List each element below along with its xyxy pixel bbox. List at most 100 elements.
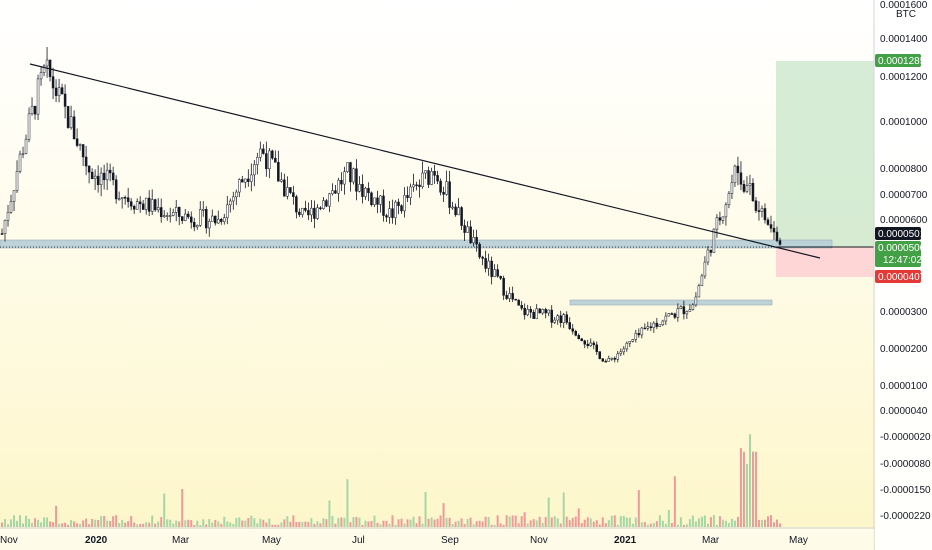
volume-bar <box>313 523 316 527</box>
candle-body <box>682 306 686 315</box>
vol-tick-2: -0.0000080 <box>880 459 931 470</box>
candle-body <box>367 188 370 194</box>
volume-bar <box>22 523 25 527</box>
candle-body <box>727 193 731 206</box>
candle-body <box>189 216 193 223</box>
candle-body <box>180 216 184 221</box>
volume-bar <box>757 519 760 527</box>
candle-body <box>706 249 710 263</box>
candle-body <box>229 200 232 206</box>
volume-bar <box>337 517 340 527</box>
candle-body <box>93 175 97 180</box>
candle-body <box>550 309 553 323</box>
volume-bar <box>427 518 430 527</box>
candle-body <box>676 308 680 318</box>
volume-bar <box>271 524 274 527</box>
profit-zone[interactable] <box>776 61 874 247</box>
candle-body <box>211 215 214 222</box>
volume-bar <box>34 518 37 527</box>
y-tick-7: 0.0000200 <box>880 344 928 355</box>
candle-body <box>165 215 169 217</box>
volume-bar <box>496 515 499 527</box>
volume-bar <box>646 524 649 527</box>
volume-bar <box>779 523 781 527</box>
volume-bar <box>103 515 106 527</box>
candle-body <box>105 169 109 181</box>
volume-bar <box>511 515 514 527</box>
volume-bar <box>379 524 382 527</box>
candle-body <box>457 207 460 216</box>
volume-bar <box>277 524 280 527</box>
candle-body <box>418 184 421 187</box>
candle-body <box>295 196 298 213</box>
candle-body <box>607 357 611 362</box>
candle-body <box>445 181 448 195</box>
volume-bar <box>523 512 526 527</box>
candle-body <box>205 209 208 229</box>
candle-body <box>634 333 638 340</box>
volume-bar <box>457 520 460 527</box>
candle-body <box>673 313 677 318</box>
volume-bar <box>25 515 28 527</box>
support-zone-lower[interactable] <box>569 299 773 306</box>
candle-body <box>409 186 412 198</box>
candle-body <box>481 256 484 259</box>
y-tick-5: 0.0000600 <box>880 215 928 226</box>
candle-body <box>616 353 620 360</box>
candle-body <box>505 295 508 299</box>
candle-body <box>135 201 139 210</box>
candle-body <box>352 168 355 183</box>
volume-bar <box>727 523 730 527</box>
volume-bar <box>547 497 550 527</box>
candle-body <box>69 116 73 128</box>
candle-body <box>442 191 445 195</box>
candle-body <box>328 193 331 207</box>
candle-body <box>177 207 181 217</box>
volume-bar <box>346 479 349 527</box>
candle-body <box>685 311 689 315</box>
volume-bar <box>430 517 433 527</box>
volume-bar <box>520 516 523 527</box>
volume-bar <box>469 517 472 527</box>
volume-bar <box>79 523 82 527</box>
candle-body <box>72 116 76 140</box>
volume-bar <box>214 520 217 527</box>
candle-body <box>334 190 337 194</box>
candle-body <box>66 106 70 128</box>
candle-body <box>232 196 235 202</box>
candle-body <box>475 236 478 245</box>
volume-bar <box>532 519 535 527</box>
volume-bar <box>124 522 127 527</box>
candle-body <box>316 207 319 219</box>
candle-body <box>772 228 776 233</box>
candle-body <box>298 211 301 215</box>
descending-trendline[interactable] <box>29 63 821 259</box>
candle-body <box>313 207 316 219</box>
candle-body <box>580 338 583 342</box>
volume-bar <box>52 522 55 527</box>
candle-body <box>700 275 704 287</box>
price-tag-entry: 0.0000500 12:47:02 <box>875 241 926 267</box>
volume-bar <box>373 515 376 527</box>
candle-body <box>373 197 376 205</box>
volume-bar <box>691 515 694 527</box>
volume-bar <box>556 518 559 527</box>
volume-bar <box>514 515 517 527</box>
candle-body <box>217 218 220 224</box>
support-zone-upper[interactable] <box>0 239 833 249</box>
volume-bar <box>685 524 688 527</box>
volume-bar <box>109 521 112 527</box>
candle-body <box>144 197 148 210</box>
candle-body <box>670 313 674 315</box>
candle-body <box>96 175 100 186</box>
candle-body <box>322 200 325 209</box>
volume-bar <box>574 516 577 527</box>
loss-zone[interactable] <box>776 247 874 277</box>
vol-tick-3: -0.0000150 <box>880 485 931 496</box>
volume-bar <box>178 521 181 527</box>
candle-body <box>247 178 250 182</box>
candle-body <box>757 210 761 212</box>
candle-body <box>553 319 556 323</box>
